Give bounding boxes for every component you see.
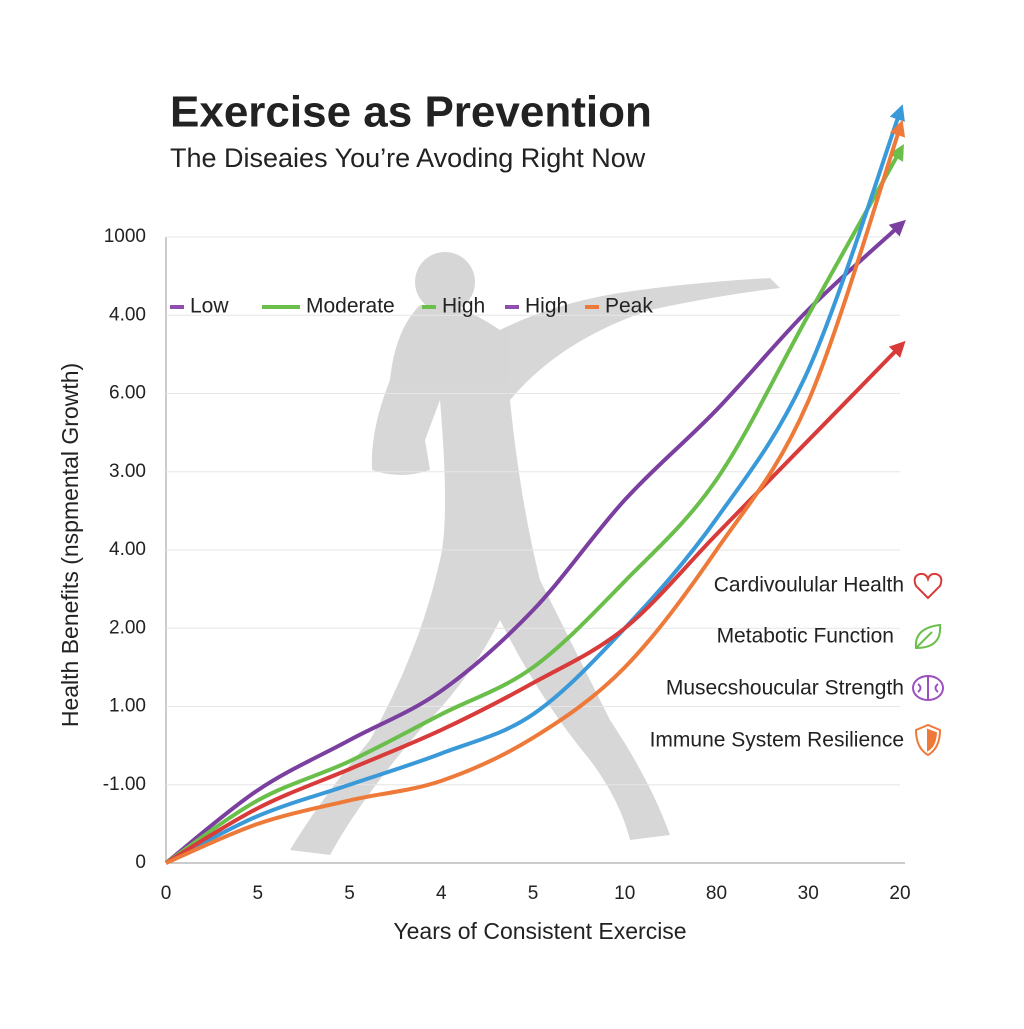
y-tick-label: 6.00 [109,383,146,404]
annotation: Metabotic Function [717,625,894,648]
series-line [164,219,906,865]
x-tick-label: 4 [436,883,447,904]
x-tick-label: 10 [614,883,635,904]
legend-label: High [442,295,485,318]
x-tick-label: 5 [344,883,355,904]
x-tick-label: 20 [889,883,910,904]
series-line [165,104,905,865]
series-line [164,340,906,865]
x-tick-label: 30 [798,883,819,904]
y-tick-label: 3.00 [109,461,146,482]
x-tick-label: 0 [161,883,172,904]
x-tick-label: 5 [252,883,263,904]
annotation: Musecshoucular Strength [666,677,904,700]
legend-label: Peak [605,295,653,318]
y-axis-label: Health Benefits (nspmental Growth) [57,363,83,727]
chart-subtitle: The Diseaies You’re Avoding Right Now [170,143,646,173]
silhouette [290,252,780,855]
x-axis-label: Years of Consistent Exercise [393,918,686,944]
brain-icon [912,675,944,701]
y-tick-label: 2.00 [109,617,146,638]
heart-icon [913,572,943,600]
y-tick-label: 4.00 [109,539,146,560]
y-tick-label: -1.00 [103,774,146,795]
y-tick-label: 1000 [104,226,146,247]
shield-icon [914,723,942,757]
legend-label: Moderate [306,295,395,318]
y-tick-label: 0 [135,852,146,873]
y-tick-label: 1.00 [109,696,146,717]
annotation: Immune System Resilience [650,729,904,752]
chart-title: Exercise as Prevention [170,88,652,137]
annotation: Cardivoulular Health [714,574,904,597]
x-tick-label: 5 [528,883,539,904]
y-tick-label: 4.00 [109,304,146,325]
legend-label: Low [190,295,229,318]
legend-label: High [525,295,568,318]
series-line [165,119,906,865]
x-tick-label: 80 [706,883,727,904]
leaf-icon [914,623,942,650]
series-line [164,143,904,865]
